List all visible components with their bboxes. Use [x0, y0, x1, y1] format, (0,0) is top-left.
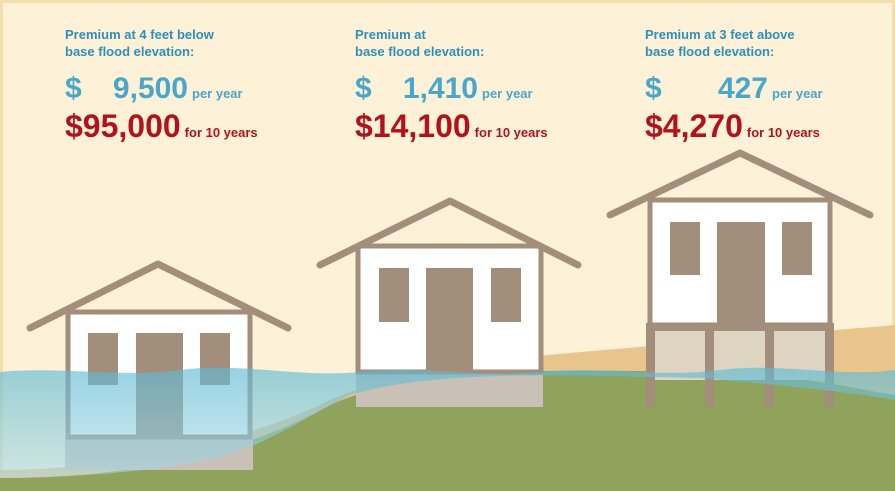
total-unit: for 10 years [185, 125, 258, 140]
annual-premium: 9,500 [113, 72, 188, 105]
annual-unit: per year [772, 86, 823, 101]
panel-heading: Premium at 4 feet below [65, 27, 215, 42]
total-unit: for 10 years [475, 125, 548, 140]
panel-heading: Premium at [355, 27, 426, 42]
panel-heading: Premium at 3 feet above [645, 27, 795, 42]
currency-sign: $ [645, 72, 662, 105]
annual-unit: per year [482, 86, 533, 101]
annual-premium: 427 [718, 72, 768, 105]
currency-sign: $ [65, 72, 82, 105]
flood-water [0, 367, 895, 478]
total-unit: for 10 years [747, 125, 820, 140]
currency-sign: $ [355, 72, 372, 105]
panel-heading: base flood elevation: [355, 44, 484, 59]
total-premium: $14,100 [355, 108, 471, 144]
total-premium: $4,270 [645, 108, 743, 144]
house-at [316, 197, 582, 407]
annual-premium: 1,410 [403, 72, 478, 105]
annual-unit: per year [192, 86, 243, 101]
panel-heading: base flood elevation: [645, 44, 774, 59]
total-premium: $95,000 [65, 108, 181, 144]
panel-heading: base flood elevation: [65, 44, 194, 59]
house-above [606, 149, 874, 407]
